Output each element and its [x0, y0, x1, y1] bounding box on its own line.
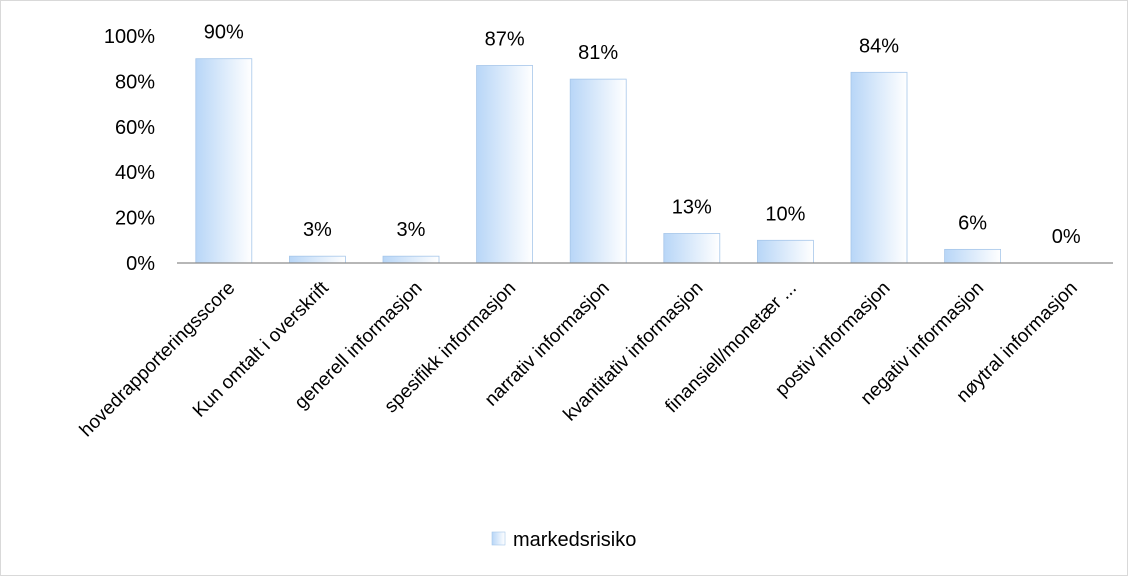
- bar: [569, 78, 627, 264]
- y-tick-label: 100%: [104, 26, 155, 48]
- category-label: hovedrapporteringsscore: [76, 278, 239, 441]
- y-tick-label: 80%: [115, 71, 155, 93]
- data-label: 3%: [303, 219, 332, 241]
- bar: [288, 255, 346, 264]
- y-tick-label: 20%: [115, 208, 155, 230]
- y-tick-label: 60%: [115, 117, 155, 139]
- data-label: 84%: [859, 35, 899, 57]
- legend: markedsrisiko: [491, 529, 636, 551]
- data-label: 81%: [578, 42, 618, 64]
- bars: [195, 58, 1001, 264]
- bar: [382, 255, 440, 264]
- legend-swatch: [491, 531, 506, 546]
- data-label: 10%: [765, 203, 805, 225]
- data-label: 87%: [485, 29, 525, 51]
- data-labels: 90% 3% 3% 87% 81% 13% 10% 84% 6% 0%: [204, 22, 1081, 248]
- data-label: 3%: [397, 219, 426, 241]
- data-label: 13%: [672, 196, 712, 218]
- y-tick-label: 40%: [115, 162, 155, 184]
- bar: [757, 239, 814, 264]
- legend-label: markedsrisiko: [513, 529, 636, 551]
- bar: [476, 65, 534, 264]
- y-tick-label: 0%: [126, 253, 155, 275]
- bar: [850, 71, 908, 264]
- data-label: 90%: [204, 22, 244, 44]
- data-label: 6%: [958, 212, 987, 234]
- bar: [663, 233, 721, 264]
- bar: [195, 58, 253, 264]
- bar: [944, 248, 1001, 264]
- y-axis-ticks: 0% 20% 40% 60% 80% 100%: [104, 26, 155, 275]
- data-label: 0%: [1052, 226, 1081, 248]
